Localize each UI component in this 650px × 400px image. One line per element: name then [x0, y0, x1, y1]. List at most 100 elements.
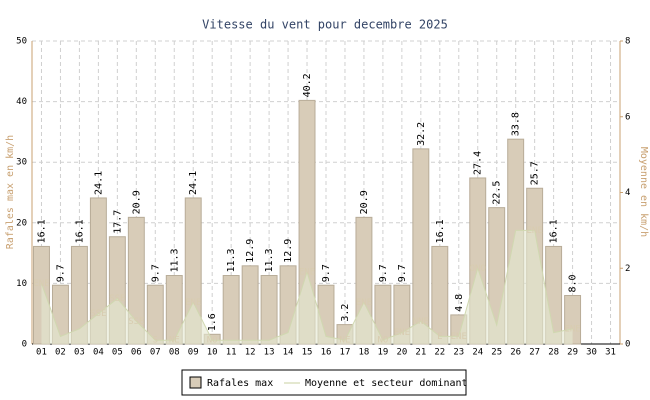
value-label: 9.7: [150, 264, 161, 282]
x-tick-label: 06: [131, 348, 142, 358]
x-tick-label: 12: [245, 348, 256, 358]
y-tick-label: 40: [16, 97, 27, 107]
x-tick-label: 09: [188, 348, 199, 358]
x-tick-label: 30: [586, 348, 597, 358]
y-tick-label: 50: [16, 37, 27, 47]
x-tick-label: 27: [529, 348, 540, 358]
bar: [241, 265, 259, 345]
x-tick-label: 21: [415, 348, 426, 358]
bar: [431, 245, 449, 345]
y-tick-label: 0: [22, 340, 27, 350]
value-label: 16.1: [36, 219, 47, 243]
x-tick-label: 02: [55, 348, 66, 358]
value-label: 25.7: [530, 161, 541, 185]
y2-tick-label: 0: [625, 340, 630, 350]
bar: [260, 275, 278, 345]
y-axis-label: Rafales max en km/h: [5, 135, 16, 249]
bar: [222, 275, 240, 345]
direction-label: ONO: [470, 264, 486, 274]
direction-label: ENE: [33, 279, 49, 289]
y-tick-label: 10: [16, 279, 27, 289]
x-tick-label: 31: [605, 348, 616, 358]
bar: [412, 148, 430, 345]
value-label: 12.9: [245, 239, 256, 263]
value-label: 17.7: [112, 210, 123, 234]
x-tick-label: 19: [377, 348, 388, 358]
direction-label: ENE: [451, 332, 467, 342]
value-label: 1.6: [207, 313, 218, 331]
direction-label: ENE: [564, 324, 580, 334]
direction-label: ENE: [527, 226, 543, 236]
value-label: 11.3: [264, 248, 275, 272]
value-label: 22.5: [492, 181, 503, 205]
y-tick-label: 20: [16, 218, 27, 228]
value-label: 24.1: [93, 171, 104, 195]
x-tick-label: 17: [340, 348, 351, 358]
average-area: [41, 230, 573, 344]
direction-label: ENE: [394, 328, 410, 338]
value-label: 3.2: [340, 304, 351, 322]
x-tick-label: 20: [396, 348, 407, 358]
x-tick-label: 28: [548, 348, 559, 358]
chart-title: Vitesse du vent pour decembre 2025: [202, 18, 448, 32]
x-tick-label: 05: [112, 348, 123, 358]
direction-label: NE: [169, 336, 180, 346]
x-tick-label: 25: [491, 348, 502, 358]
direction-label: ENE: [185, 298, 201, 308]
x-tick-label: 26: [510, 348, 521, 358]
direction-label: ENE: [356, 298, 372, 308]
direction-label: S: [153, 336, 158, 346]
x-tick-label: 29: [567, 348, 578, 358]
x-tick-label: 11: [226, 348, 237, 358]
direction-label: NO: [207, 336, 218, 346]
value-label: 8.0: [568, 274, 579, 292]
value-label: 12.9: [283, 239, 294, 263]
x-tick-label: 01: [36, 348, 47, 358]
x-tick-label: 14: [283, 348, 294, 358]
legend-label: Rafales max: [207, 378, 273, 389]
value-label: 16.1: [549, 219, 560, 243]
value-label: 9.7: [321, 264, 332, 282]
y2-tick-label: 4: [625, 188, 630, 198]
value-label: 11.3: [169, 248, 180, 272]
legend-label: Moyenne et secteur dominant: [305, 378, 468, 389]
y2-axis-label: Moyenne en km/h: [638, 147, 649, 237]
x-tick-label: 16: [321, 348, 332, 358]
legend-box: [181, 369, 467, 396]
direction-label: SSE: [128, 317, 144, 327]
direction-label: E: [437, 332, 442, 342]
direction-label: ENE: [299, 268, 315, 278]
x-tick-label: 07: [150, 348, 161, 358]
y2-tick-label: 2: [625, 264, 630, 274]
average-line: [41, 229, 573, 341]
value-label: 20.9: [131, 190, 142, 214]
direction-label: NNE: [413, 317, 429, 327]
value-label: 20.9: [359, 190, 370, 214]
x-tick-label: 24: [472, 348, 483, 358]
x-tick-label: 10: [207, 348, 218, 358]
y-tick-label: 30: [16, 158, 27, 168]
legend-swatch: [189, 376, 202, 389]
value-label: 24.1: [188, 171, 199, 195]
direction-label: NE: [340, 336, 351, 346]
x-tick-label: 15: [302, 348, 313, 358]
value-label: 9.7: [378, 264, 389, 282]
direction-label: SSE: [109, 294, 125, 304]
x-tick-label: 23: [453, 348, 464, 358]
value-label: 40.2: [302, 73, 313, 97]
value-label: 32.2: [416, 122, 427, 146]
x-tick-label: 18: [359, 348, 370, 358]
value-label: 33.8: [511, 112, 522, 136]
y2-tick-label: 6: [625, 112, 630, 122]
direction-label: NO: [377, 336, 388, 346]
value-label: 11.3: [226, 248, 237, 272]
value-label: 16.1: [74, 219, 85, 243]
x-tick-label: 22: [434, 348, 445, 358]
x-tick-label: 08: [169, 348, 180, 358]
x-tick-label: 13: [264, 348, 275, 358]
value-label: 4.8: [454, 294, 465, 312]
value-label: 9.7: [55, 264, 66, 282]
direction-label: SSE: [90, 309, 106, 319]
value-label: 27.4: [473, 151, 484, 175]
